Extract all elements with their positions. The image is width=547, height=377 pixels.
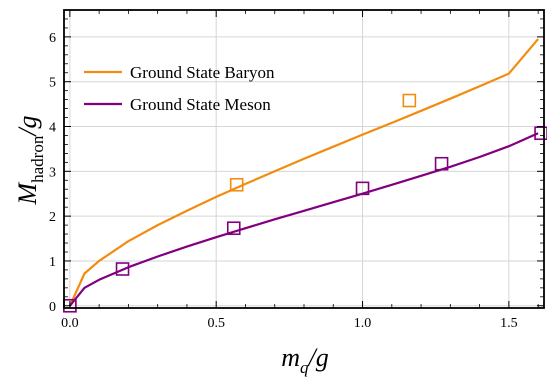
- y-tick-label: 6: [49, 31, 56, 46]
- legend: Ground State Baryon Ground State Meson: [84, 63, 275, 114]
- data-point-marker: [355, 181, 370, 196]
- x-tick-label: 0.5: [207, 316, 225, 331]
- x-tick-label: 0.0: [61, 316, 79, 331]
- y-tick-label: 2: [49, 210, 56, 225]
- plot-lines: [68, 38, 539, 307]
- data-point-marker: [226, 221, 241, 236]
- y-tick-label: 0: [49, 300, 56, 315]
- x-axis-label: mq/g: [281, 343, 329, 377]
- y-tick-label: 4: [49, 121, 56, 136]
- legend-label-1: Ground State Meson: [130, 95, 271, 114]
- y-tick-label: 1: [49, 255, 56, 270]
- y-tick-label: 3: [49, 165, 56, 180]
- x-tick-label: 1.5: [500, 316, 518, 331]
- y-tick-label: 5: [49, 76, 56, 91]
- legend-label-0: Ground State Baryon: [130, 63, 275, 82]
- x-tick-label: 1.0: [354, 316, 372, 331]
- data-point-marker: [434, 156, 449, 171]
- data-point-marker: [402, 93, 417, 108]
- series-line-1: [69, 132, 539, 307]
- ticks: 0.0 0.5 1.0 1.5 0 1 2 3 4 5 6: [49, 10, 544, 331]
- data-point-marker: [534, 126, 547, 141]
- data-point-marker: [229, 177, 244, 192]
- data-point-marker: [115, 262, 130, 276]
- markers: [63, 93, 547, 313]
- series-line-0: [68, 38, 539, 307]
